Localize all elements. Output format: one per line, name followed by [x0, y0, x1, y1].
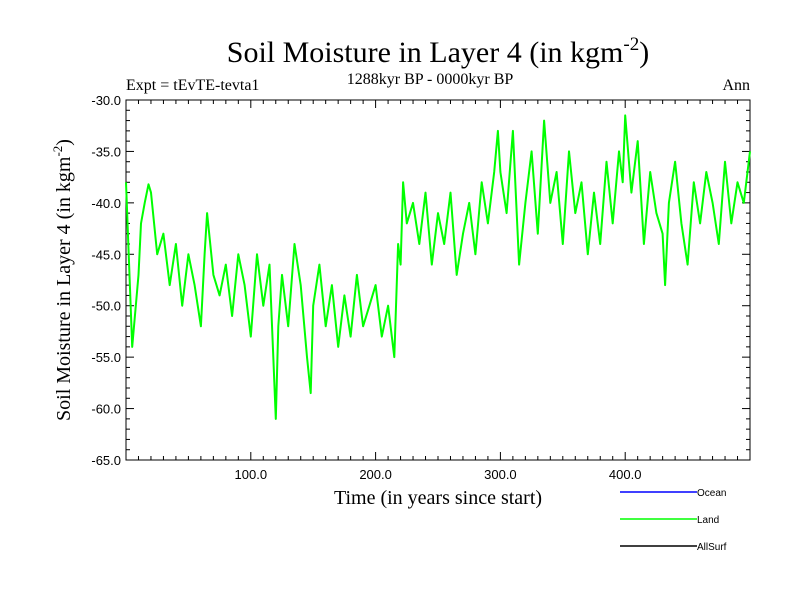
- y-axis-label-text: Soil Moisture in Layer 4 (in kgm: [53, 156, 75, 421]
- chart-title-text: Soil Moisture in Layer 4 (in kgm: [227, 36, 624, 69]
- chart-title-close: ): [639, 36, 649, 69]
- y-axis-label-superscript: -2: [50, 146, 65, 157]
- x-axis: 100.0 200.0 300.0 400.0: [137, 100, 739, 482]
- y-tick-label: -35.0: [91, 144, 121, 159]
- y-axis-label-close: ): [53, 139, 75, 146]
- x-tick-label: 300.0: [484, 467, 517, 482]
- y-tick-label: -55.0: [91, 350, 121, 365]
- x-tick-label: 400.0: [609, 467, 642, 482]
- subtitle-center: 1288kyr BP - 0000kyr BP: [347, 71, 514, 88]
- legend-label-allsurf: AllSurf: [697, 542, 727, 553]
- subtitle-left: Expt = tEvTE-tevta1: [126, 77, 259, 94]
- subtitle-right: Ann: [722, 77, 750, 94]
- chart-title: Soil Moisture in Layer 4 (in kgm-2): [227, 34, 649, 69]
- x-axis-label: Time (in years since start): [334, 487, 542, 509]
- y-axis: -30.0 -35.0 -40.0 -45.0 -50.0 -55.0 -60.0 -65.0: [91, 93, 750, 468]
- plot-frame: [125, 99, 751, 461]
- y-tick-label: -30.0: [91, 93, 121, 108]
- legend: Ocean Land AllSurf: [620, 488, 727, 553]
- y-axis-label: Soil Moisture in Layer 4 (in kgm-2): [50, 139, 75, 421]
- y-tick-label: -40.0: [91, 196, 121, 211]
- chart-title-superscript: -2: [623, 34, 639, 55]
- series-layer: [125, 114, 751, 420]
- x-tick-label: 200.0: [359, 467, 392, 482]
- y-tick-label: -45.0: [91, 247, 121, 262]
- legend-label-land: Land: [697, 515, 719, 526]
- x-tick-label: 100.0: [235, 467, 268, 482]
- legend-label-ocean: Ocean: [697, 488, 726, 499]
- y-tick-label: -65.0: [91, 453, 121, 468]
- series-line-land: [125, 114, 751, 420]
- y-tick-label: -50.0: [91, 299, 121, 314]
- y-tick-label: -60.0: [91, 402, 121, 417]
